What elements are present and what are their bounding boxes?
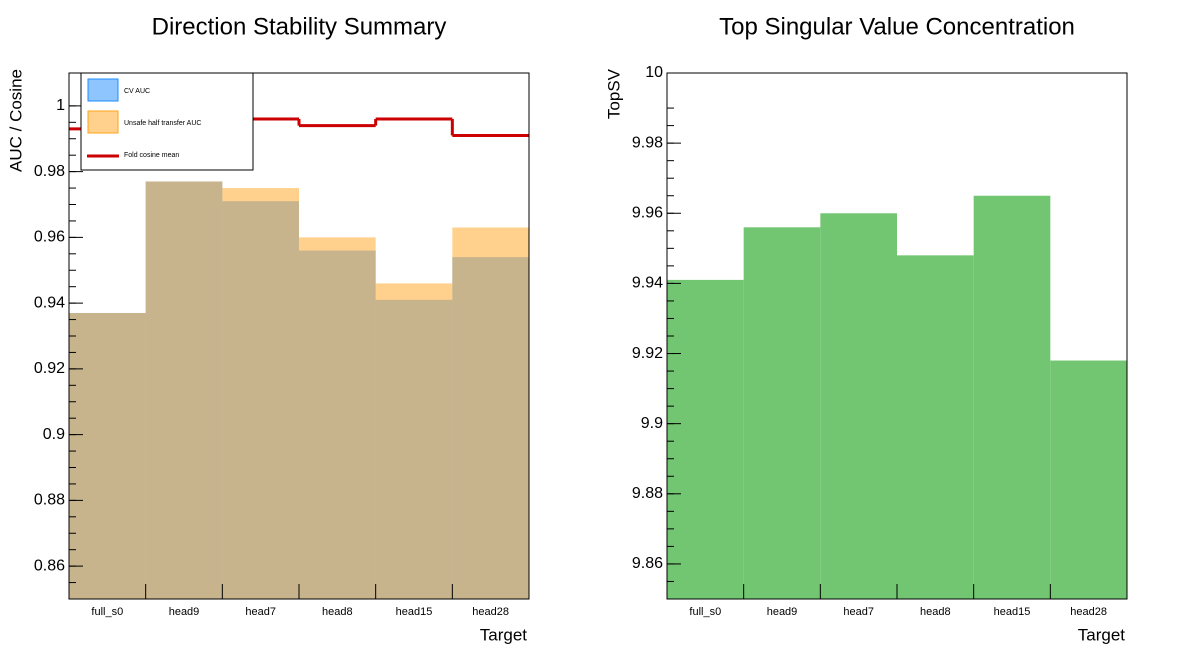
y-tick-label: 0.94 <box>34 294 65 311</box>
chart-title: Direction Stability Summary <box>152 13 447 40</box>
legend-swatch <box>87 110 119 134</box>
x-axis-title: Target <box>1078 625 1126 644</box>
bar <box>667 279 744 599</box>
y-tick-label: 9.9 <box>641 415 663 432</box>
y-tick-label: 9.86 <box>632 555 663 572</box>
y-tick-label: 9.92 <box>632 345 663 362</box>
x-tick-label: full_s0 <box>689 606 721 618</box>
x-tick-label: head28 <box>472 606 509 618</box>
y-tick-label: 9.98 <box>632 134 663 151</box>
y-axis-title: TopSV <box>604 68 623 119</box>
x-tick-label: head8 <box>322 606 353 618</box>
bar <box>375 283 453 599</box>
bar <box>145 181 223 599</box>
x-tick-label: full_s0 <box>91 606 123 618</box>
plot-area <box>69 117 529 599</box>
bar <box>69 312 146 599</box>
bar <box>299 237 376 599</box>
x-tick-label: head8 <box>920 606 951 618</box>
y-tick-label: 9.96 <box>632 204 663 221</box>
chart-title: Top Singular Value Concentration <box>719 13 1075 40</box>
x-tick-label: head9 <box>767 606 798 618</box>
bar <box>1050 360 1127 599</box>
plot-area <box>667 195 1127 599</box>
bar <box>222 188 299 599</box>
chart-panel: Top Singular Value Concentration 9.86 9.88… <box>604 13 1128 644</box>
y-tick-label: 0.96 <box>34 229 65 246</box>
legend-label: Fold cosine mean <box>124 152 179 159</box>
y-tick-label: 0.88 <box>34 492 65 509</box>
x-tick-label: head15 <box>396 606 433 618</box>
x-tick-label: head9 <box>169 606 200 618</box>
y-tick-label: 0.86 <box>34 557 65 574</box>
y-tick-label: 0.9 <box>43 426 65 443</box>
bar <box>743 227 821 599</box>
y-tick-label: 10 <box>645 64 663 81</box>
legend-label: Unsafe half transfer AUC <box>124 120 201 127</box>
x-tick-label: head7 <box>245 606 276 618</box>
y-tick-label: 1 <box>56 97 65 114</box>
x-tick-label: head15 <box>994 606 1031 618</box>
bar <box>973 195 1051 599</box>
y-axis-title: AUC / Cosine <box>6 69 25 172</box>
bar <box>820 213 897 599</box>
bar <box>452 227 529 599</box>
chart-panel: Direction Stability Summary 0.86 0.88 0.9 0.… <box>6 13 530 644</box>
x-tick-label: head28 <box>1070 606 1107 618</box>
legend-swatch <box>87 78 119 102</box>
bar <box>897 255 974 599</box>
y-tick-label: 0.98 <box>34 163 65 180</box>
x-axis-title: Target <box>480 625 528 644</box>
y-tick-label: 9.88 <box>632 485 663 502</box>
y-tick-label: 9.94 <box>632 275 663 292</box>
y-tick-label: 0.92 <box>34 360 65 377</box>
x-tick-label: head7 <box>843 606 874 618</box>
legend-label: CV AUC <box>124 88 150 95</box>
